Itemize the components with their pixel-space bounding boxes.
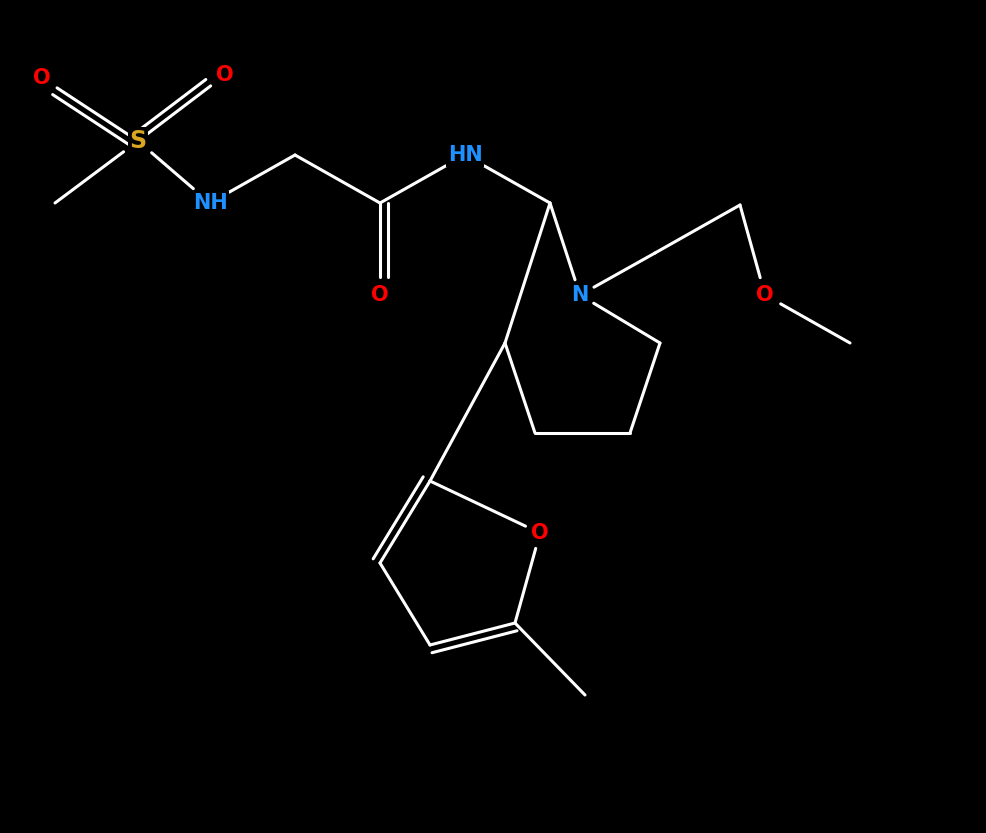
Text: O: O — [531, 523, 549, 543]
Text: O: O — [371, 285, 388, 305]
Text: HN: HN — [448, 145, 482, 165]
Text: NH: NH — [192, 193, 228, 213]
Text: O: O — [756, 285, 774, 305]
Text: S: S — [129, 129, 147, 153]
Text: O: O — [216, 65, 234, 85]
Text: N: N — [571, 285, 589, 305]
Text: O: O — [34, 68, 51, 88]
